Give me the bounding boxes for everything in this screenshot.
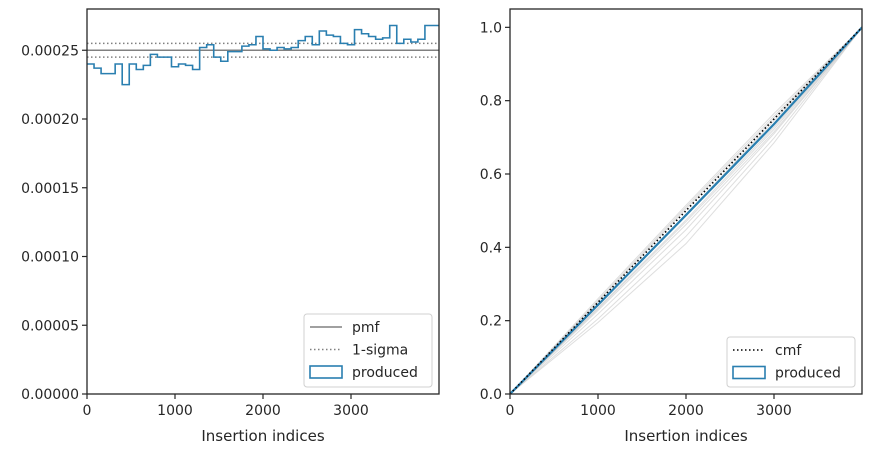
- background-curve: [510, 27, 862, 394]
- y-tick-label: 0.00005: [21, 318, 79, 334]
- background-curve: [510, 27, 862, 394]
- y-tick-label: 0.0: [480, 387, 502, 403]
- legend-box: [303, 313, 433, 388]
- legend-label: produced: [775, 366, 841, 382]
- produced-step-histogram: [87, 24, 439, 86]
- produced-cmf-line: [510, 26, 862, 394]
- y-tick-label: 1.0: [480, 20, 502, 36]
- cmf-panel: 0 1000 2000 3000 0.0 0.2 0.4 0.6 0.8 1.0 Insertion…: [480, 8, 863, 445]
- pmf-panel: 0 1000 2000 3000 0.00000 0.00005 0.00010 0.0001…: [21, 8, 440, 445]
- plot-area: [87, 24, 439, 86]
- background-curve: [510, 26, 862, 394]
- x-tick-label: 1000: [580, 403, 616, 419]
- legend-swatch-produced: [309, 365, 343, 379]
- x-axis-label: Insertion indices: [624, 427, 747, 445]
- background-curve: [510, 27, 862, 394]
- y-tick-label: 0.4: [480, 240, 502, 256]
- background-curve: [510, 27, 862, 394]
- background-curve: [510, 26, 862, 394]
- x-tick-label: 2000: [668, 403, 704, 419]
- plot-area: [510, 26, 862, 394]
- background-curve: [510, 27, 862, 394]
- legend: cmf produced: [726, 336, 856, 388]
- legend-box: [726, 336, 856, 388]
- x-axis-label: Insertion indices: [201, 427, 324, 445]
- y-tick-label: 0.6: [480, 167, 502, 183]
- y-tick-label: 0.00000: [21, 387, 79, 403]
- y-tick-label: 0.00010: [21, 250, 79, 266]
- legend-swatch-produced: [732, 365, 766, 380]
- cmf-reference-line: [510, 26, 862, 394]
- y-tick-label: 0.00020: [21, 112, 79, 128]
- y-tick-label: 0.00025: [21, 43, 79, 59]
- legend-label: produced: [352, 365, 418, 381]
- x-tick-label: 2000: [245, 403, 281, 419]
- x-tick-label: 3000: [756, 403, 792, 419]
- x-tick-label: 1000: [157, 403, 193, 419]
- legend-label: 1-sigma: [352, 343, 408, 359]
- x-tick-label: 0: [506, 403, 515, 419]
- legend: pmf 1-sigma produced: [303, 313, 433, 388]
- y-tick-label: 0.2: [480, 314, 502, 330]
- legend-label: pmf: [352, 320, 381, 336]
- y-tick-label: 0.8: [480, 94, 502, 110]
- x-tick-label: 0: [83, 403, 92, 419]
- x-tick-label: 3000: [333, 403, 369, 419]
- legend-label: cmf: [775, 343, 802, 359]
- background-curve: [510, 27, 862, 394]
- y-tick-label: 0.00015: [21, 181, 79, 197]
